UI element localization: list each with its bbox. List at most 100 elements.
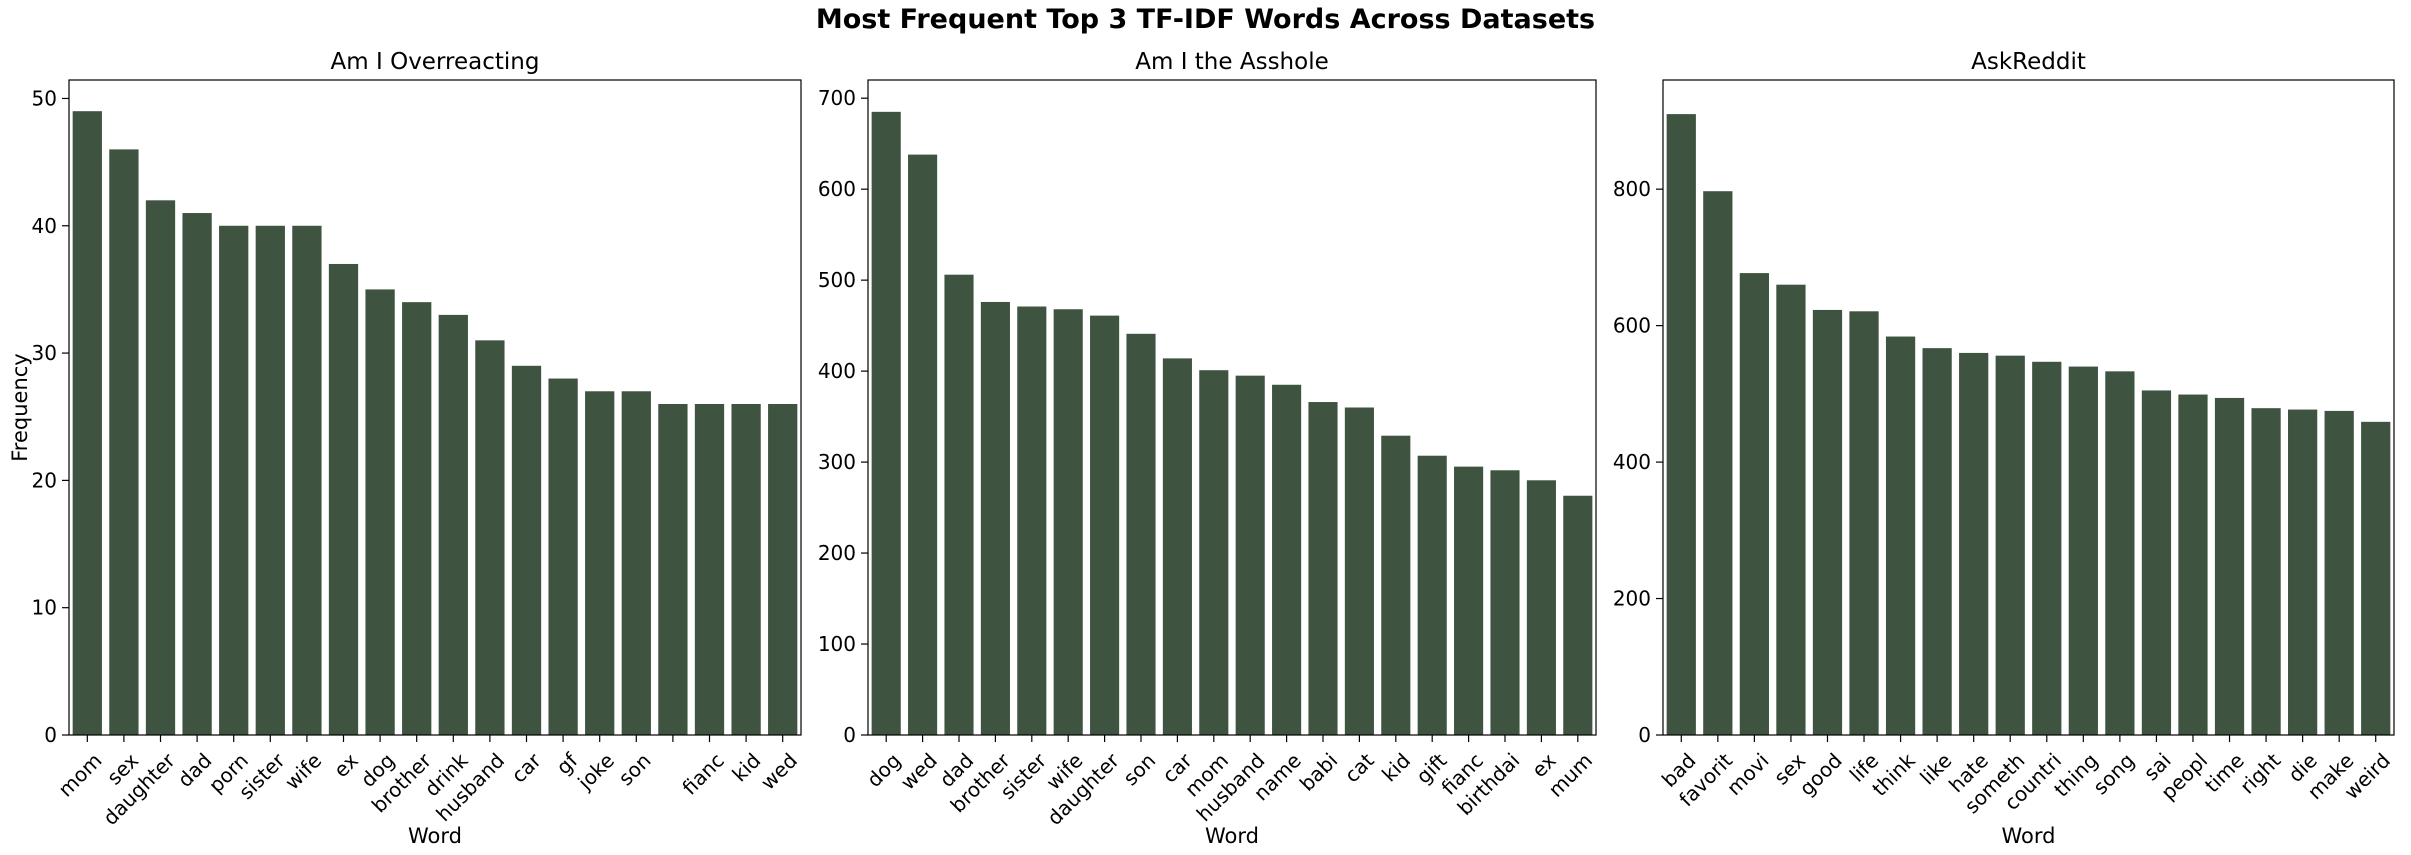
y-tick-label: 50: [32, 86, 57, 110]
x-tick-label: time: [2200, 748, 2249, 797]
bar-think: [1885, 336, 1916, 735]
bar-drink: [438, 314, 468, 735]
x-tick-label: wed: [896, 748, 942, 794]
y-tick-label: 30: [32, 341, 57, 365]
bar-hate: [1959, 352, 1989, 735]
y-tick-label: 200: [1613, 587, 1651, 611]
bar-daughter: [1090, 315, 1120, 735]
x-tick-label: wife: [280, 748, 326, 794]
axes-frame: [867, 79, 1597, 736]
y-axis-label: Frequency: [8, 353, 32, 462]
bar-sex: [109, 149, 139, 735]
x-axis-label: Word: [2002, 824, 2056, 848]
x-tick-label: mom: [53, 748, 106, 801]
y-tick-label: 200: [818, 541, 856, 565]
y-tick-label: 600: [818, 177, 856, 201]
bar-make: [2324, 410, 2354, 735]
x-tick-label: wed: [756, 748, 802, 794]
bar-husband: [475, 340, 505, 735]
panel-title: Am I the Asshole: [1135, 49, 1329, 75]
y-tick-label: 300: [818, 450, 856, 474]
bar-weird: [2361, 421, 2391, 735]
y-tick-label: 400: [1613, 450, 1651, 474]
y-tick-label: 0: [44, 723, 57, 747]
bar-husband: [1235, 375, 1265, 735]
y-tick-label: 100: [818, 632, 856, 656]
bar-right: [2251, 408, 2281, 735]
bar-cat: [1344, 407, 1374, 735]
y-tick-label: 10: [32, 596, 57, 620]
bar-fianc: [1454, 466, 1484, 735]
y-tick-label: 40: [32, 214, 57, 238]
y-tick-label: 600: [1613, 314, 1651, 338]
bar-life: [1849, 311, 1879, 735]
x-tick-label: good: [1795, 748, 1847, 800]
bar-dad: [944, 274, 974, 735]
bar-name: [1272, 384, 1302, 735]
x-axis-label: Word: [408, 824, 462, 848]
bar-brother: [402, 302, 432, 735]
bar-daughter: [145, 200, 176, 735]
x-tick-label: think: [1867, 748, 1920, 801]
bar-someth: [1995, 355, 2025, 735]
x-tick-label: babi: [1295, 748, 1343, 796]
bar-mum: [1563, 495, 1593, 735]
bar-brother: [980, 301, 1010, 735]
bar-time: [2214, 397, 2245, 735]
bar-son: [1126, 333, 1156, 735]
y-tick-label: 0: [1638, 723, 1651, 747]
bar-movi: [1739, 273, 1769, 735]
y-tick-label: 20: [32, 468, 57, 492]
x-tick-label: dog: [862, 748, 906, 792]
axes-frame: [1662, 79, 2395, 736]
chart-panel-3: 0200400600800badfavoritmovisexgoodlifeth…: [1613, 49, 2395, 848]
x-tick-label: daughter: [98, 748, 180, 830]
x-tick-label: song: [2088, 748, 2139, 799]
figure-title: Most Frequent Top 3 TF-IDF Words Across …: [815, 4, 1596, 35]
bar-wife: [1053, 309, 1083, 735]
bar-car: [511, 365, 542, 735]
bar-sex: [1776, 284, 1806, 735]
chart-panel-2: 0100200300400500600700dogweddadbrothersi…: [818, 49, 1597, 848]
bar-thing: [2068, 366, 2098, 735]
panel-title: Am I Overreacting: [331, 49, 540, 75]
y-tick-label: 700: [818, 86, 856, 110]
bar-sister: [255, 225, 285, 735]
bar-wed: [768, 404, 798, 735]
chart-panel-1: 01020304050momsexdaughterdadpornsisterwi…: [8, 49, 802, 848]
x-tick-label: son: [1118, 748, 1160, 790]
bar-babi: [1308, 402, 1338, 735]
bar-ex: [328, 263, 359, 735]
axes-frame: [68, 79, 802, 736]
x-tick-label: movi: [1722, 748, 1774, 800]
bar-dog: [871, 111, 901, 736]
bar-wife: [292, 225, 322, 735]
bar-joke: [585, 391, 615, 735]
bar-song: [2105, 371, 2135, 735]
bar-kid: [1381, 435, 1411, 735]
x-tick-label: kid: [1377, 748, 1415, 786]
bar-porn: [219, 225, 249, 735]
bar-peopl: [2178, 394, 2208, 735]
bar-kid: [731, 404, 761, 735]
x-tick-label: fianc: [677, 748, 728, 799]
bar-bad: [1666, 114, 1696, 736]
x-tick-label: joke: [572, 748, 619, 795]
x-tick-label: car: [507, 748, 547, 788]
bar-son: [621, 391, 651, 735]
x-tick-label: cat: [1340, 748, 1379, 787]
bar-like: [1922, 348, 1952, 735]
x-tick-label: son: [614, 748, 656, 790]
y-tick-label: 400: [818, 359, 856, 383]
bar-gf: [548, 378, 578, 735]
bar-birthdai: [1490, 470, 1520, 735]
bar-unlabeled: [658, 404, 688, 735]
y-tick-label: 800: [1613, 177, 1651, 201]
bar-favorit: [1703, 191, 1733, 735]
bar-dog: [365, 289, 395, 735]
bar-dad: [182, 213, 212, 736]
bar-mom: [72, 111, 102, 735]
bar-fianc: [694, 404, 725, 735]
y-tick-label: 0: [843, 723, 856, 747]
